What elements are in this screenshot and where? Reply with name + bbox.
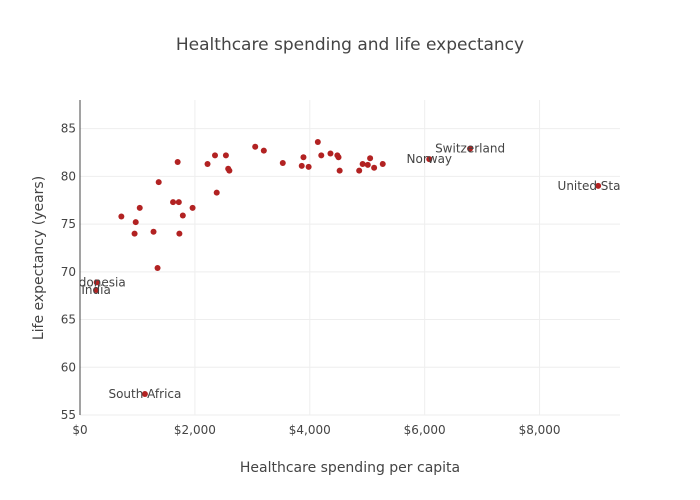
y-tick-label: 80	[61, 169, 76, 183]
data-point	[595, 182, 602, 189]
data-point	[305, 163, 312, 170]
tick-labels: $0 $2,000 $4,000 $6,000 $8,000 55 60 65 70 75 80 85	[61, 122, 561, 437]
data-point	[204, 160, 211, 167]
data-point	[327, 150, 334, 157]
data-point	[154, 265, 161, 271]
data-point	[213, 189, 220, 196]
data-point	[93, 279, 100, 286]
data-point	[371, 164, 378, 171]
data-point	[300, 154, 307, 161]
data-point	[426, 156, 433, 163]
data-point	[136, 204, 143, 211]
data-point	[226, 167, 233, 174]
x-tick-label: $8,000	[519, 423, 561, 437]
x-tick-label: $4,000	[289, 423, 331, 437]
chart-title: Healthcare spending and life expectancy	[176, 35, 524, 55]
point-annotation: Switzerland	[435, 142, 505, 156]
data-point	[364, 161, 371, 168]
data-point	[174, 159, 181, 166]
y-tick-label: 55	[61, 408, 76, 422]
data-point	[141, 391, 148, 397]
point-annotation: Norway	[407, 152, 453, 166]
data-point	[93, 286, 100, 293]
data-point	[175, 199, 182, 206]
x-tick-label: $6,000	[404, 423, 446, 437]
data-point	[155, 179, 162, 186]
data-point	[179, 212, 186, 219]
y-axis-title: Life expectancy (years)	[31, 176, 47, 340]
data-point	[467, 145, 474, 152]
point-annotation: Indonesia	[68, 275, 126, 289]
y-tick-label: 60	[61, 360, 76, 374]
data-point	[379, 160, 386, 167]
x-tick-label: $0	[72, 423, 87, 437]
data-point	[212, 152, 218, 159]
data-point	[189, 204, 196, 211]
data-point	[222, 152, 229, 159]
data-point	[118, 213, 125, 220]
data-point	[131, 230, 138, 237]
data-point	[318, 152, 325, 159]
x-tick-label: $2,000	[174, 423, 216, 437]
data-point	[260, 147, 267, 154]
data-point	[132, 219, 139, 226]
grid	[80, 100, 620, 416]
data-point	[279, 160, 286, 166]
y-tick-label: 75	[61, 217, 76, 231]
data-point	[335, 154, 342, 161]
y-tick-label: 65	[61, 313, 76, 327]
point-annotation: India	[81, 283, 110, 297]
data-point	[170, 199, 177, 206]
data-point	[176, 230, 183, 237]
x-axis-title: Healthcare spending per capita	[240, 460, 460, 476]
point-annotation: United States	[558, 179, 639, 193]
data-point	[252, 143, 259, 150]
data-point	[359, 160, 366, 167]
data-point	[336, 167, 343, 174]
data-point	[367, 155, 374, 162]
data-point	[298, 162, 305, 169]
data-point	[314, 139, 321, 145]
y-tick-label: 85	[61, 122, 76, 136]
y-tick-label: 70	[61, 265, 76, 279]
point-annotation: South Africa	[108, 387, 181, 401]
data-point	[356, 167, 363, 174]
data-point	[150, 228, 157, 235]
data-points	[93, 139, 602, 397]
